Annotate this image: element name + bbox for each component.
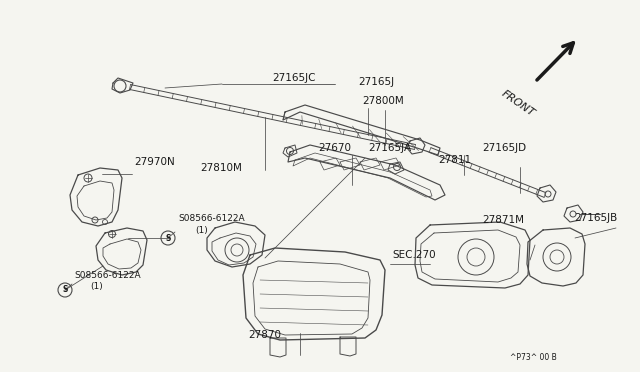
Text: SEC.270: SEC.270 [392, 250, 436, 260]
Text: ^P73^ 00 B: ^P73^ 00 B [510, 353, 557, 362]
Text: 27810M: 27810M [200, 163, 242, 173]
Text: 27871M: 27871M [482, 215, 524, 225]
Text: 27811: 27811 [438, 155, 471, 165]
Text: 27970N: 27970N [134, 157, 175, 167]
Text: 27165JD: 27165JD [482, 143, 526, 153]
Text: 27870: 27870 [248, 330, 281, 340]
Text: 27165JC: 27165JC [272, 73, 316, 83]
Text: S: S [62, 285, 68, 295]
Text: 27165J: 27165J [358, 77, 394, 87]
Text: S08566-6122A: S08566-6122A [74, 270, 141, 279]
Text: 27800M: 27800M [362, 96, 404, 106]
Text: 27670: 27670 [318, 143, 351, 153]
Text: (1): (1) [90, 282, 103, 292]
Text: S: S [165, 234, 171, 243]
Text: (1): (1) [195, 225, 208, 234]
Text: 27165JB: 27165JB [574, 213, 617, 223]
Text: FRONT: FRONT [500, 88, 537, 118]
Text: S08566-6122A: S08566-6122A [178, 214, 244, 222]
Text: 27165JA: 27165JA [368, 143, 411, 153]
